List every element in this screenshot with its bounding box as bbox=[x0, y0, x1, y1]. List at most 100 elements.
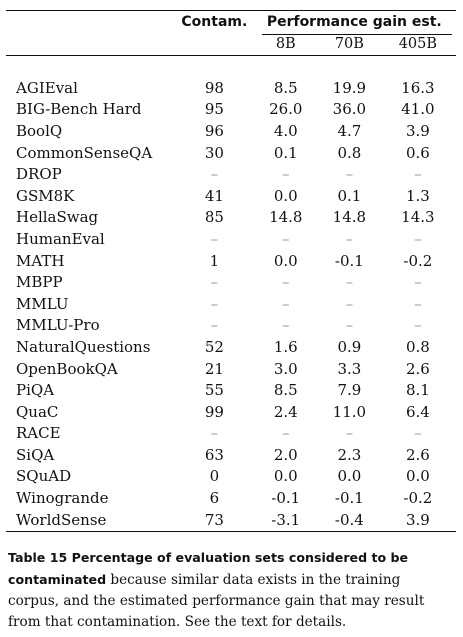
row-contam: – bbox=[210, 229, 219, 248]
table-row: MATH 1 0.0 -0.1 -0.2 bbox=[6, 251, 456, 273]
row-gain-70b: – bbox=[345, 165, 354, 184]
row-gain-8b: 0.0 bbox=[273, 251, 298, 270]
row-contam: 30 bbox=[204, 143, 224, 162]
row-name: AGIEval bbox=[16, 78, 78, 97]
row-contam: 55 bbox=[204, 381, 224, 400]
contamination-table: Contam. Performance gain est. 8B 70B 405… bbox=[6, 12, 456, 533]
row-gain-405b: 16.3 bbox=[401, 78, 435, 97]
row-gain-405b: 0.8 bbox=[405, 337, 430, 356]
table-spacer bbox=[6, 56, 456, 78]
caption-text: because similar data exists in the train… bbox=[8, 572, 425, 630]
row-gain-70b: 19.9 bbox=[332, 78, 367, 97]
row-gain-70b: 36.0 bbox=[332, 100, 367, 119]
table-row: GSM8K 41 0.0 0.1 1.3 bbox=[6, 186, 456, 208]
row-name: SQuAD bbox=[16, 467, 72, 486]
row-gain-405b: 0.0 bbox=[405, 467, 430, 486]
row-gain-8b: – bbox=[282, 316, 290, 335]
row-name: MATH bbox=[16, 251, 65, 270]
row-gain-8b: – bbox=[282, 165, 290, 184]
row-gain-8b: 3.0 bbox=[273, 359, 298, 378]
row-contam: 41 bbox=[204, 186, 224, 205]
row-name: PiQA bbox=[16, 381, 55, 400]
row-gain-70b: 3.3 bbox=[337, 359, 362, 378]
row-gain-405b: 2.6 bbox=[405, 359, 430, 378]
header-performance-gain: Performance gain est. bbox=[266, 14, 442, 30]
row-contam: 85 bbox=[204, 208, 224, 227]
table-row: QuaC 99 2.4 11.0 6.4 bbox=[6, 402, 456, 424]
row-name: WorldSense bbox=[6, 509, 177, 533]
row-gain-405b: – bbox=[414, 316, 422, 335]
row-gain-8b: 1.6 bbox=[273, 337, 298, 356]
header-405b: 405B bbox=[379, 33, 456, 57]
row-gain-8b: 8.5 bbox=[273, 381, 298, 400]
table-row: Winogrande 6 -0.1 -0.1 -0.2 bbox=[6, 488, 456, 510]
row-gain-70b: -0.1 bbox=[334, 489, 364, 508]
row-contam: 52 bbox=[204, 337, 224, 356]
row-gain-8b: 0.1 bbox=[273, 143, 298, 162]
row-name: Winogrande bbox=[16, 489, 109, 508]
row-contam: – bbox=[210, 316, 219, 335]
row-gain-70b: 7.9 bbox=[337, 381, 362, 400]
row-gain-8b: -3.1 bbox=[252, 509, 319, 533]
caption-lead: Table 15 Percentage of evaluation sets c… bbox=[8, 550, 409, 587]
row-gain-70b: – bbox=[345, 229, 354, 248]
row-gain-405b: -0.2 bbox=[403, 489, 433, 508]
row-contam: 99 bbox=[204, 402, 224, 421]
row-gain-405b: – bbox=[414, 229, 422, 248]
table-row: MMLU-Pro – – – – bbox=[6, 315, 456, 337]
table-top-rule bbox=[6, 10, 456, 12]
row-contam: 96 bbox=[204, 121, 224, 140]
row-gain-405b: 3.9 bbox=[405, 121, 430, 140]
row-gain-70b: – bbox=[345, 273, 354, 292]
row-gain-405b: 8.1 bbox=[405, 381, 430, 400]
table-row: BIG-Bench Hard 95 26.0 36.0 41.0 bbox=[6, 99, 456, 121]
row-gain-70b: -0.1 bbox=[334, 251, 364, 270]
row-contam: 98 bbox=[204, 78, 224, 97]
header-contam: Contam. bbox=[181, 14, 248, 30]
table-row: SQuAD 0 0.0 0.0 0.0 bbox=[6, 466, 456, 488]
row-name: BIG-Bench Hard bbox=[16, 100, 142, 119]
row-gain-70b: – bbox=[345, 424, 354, 443]
header-8b: 8B bbox=[252, 33, 319, 57]
row-gain-70b: 11.0 bbox=[332, 402, 367, 421]
row-contam: 0 bbox=[209, 467, 220, 486]
row-gain-8b: – bbox=[282, 294, 290, 313]
row-name: BoolQ bbox=[16, 121, 63, 140]
table-subheader-row: 8B 70B 405B bbox=[6, 33, 456, 57]
row-gain-70b: – bbox=[345, 316, 354, 335]
row-gain-70b: 0.8 bbox=[337, 143, 362, 162]
table-row: MBPP – – – – bbox=[6, 272, 456, 294]
row-gain-405b: 2.6 bbox=[405, 445, 430, 464]
row-name: GSM8K bbox=[16, 186, 75, 205]
row-gain-8b: 2.0 bbox=[273, 445, 298, 464]
row-gain-405b: 41.0 bbox=[401, 100, 435, 119]
header-blank bbox=[6, 12, 176, 34]
row-contam: 1 bbox=[209, 251, 220, 270]
row-name: QuaC bbox=[16, 402, 59, 421]
row-gain-8b: 2.4 bbox=[273, 402, 298, 421]
row-name: NaturalQuestions bbox=[16, 337, 151, 356]
row-name: HumanEval bbox=[16, 229, 105, 248]
row-gain-8b: – bbox=[282, 424, 290, 443]
table-row: CommonSenseQA 30 0.1 0.8 0.6 bbox=[6, 143, 456, 165]
row-gain-70b: – bbox=[345, 294, 354, 313]
row-gain-8b: – bbox=[282, 229, 290, 248]
table-row: SiQA 63 2.0 2.3 2.6 bbox=[6, 445, 456, 467]
row-name: CommonSenseQA bbox=[16, 143, 153, 162]
row-name: MBPP bbox=[16, 273, 63, 292]
table-row: AGIEval 98 8.5 19.9 16.3 bbox=[6, 78, 456, 100]
row-name: OpenBookQA bbox=[16, 359, 118, 378]
row-gain-70b: -0.4 bbox=[319, 509, 380, 533]
row-contam: 63 bbox=[204, 445, 224, 464]
table-row: NaturalQuestions 52 1.6 0.9 0.8 bbox=[6, 337, 456, 359]
row-gain-8b: -0.1 bbox=[271, 489, 301, 508]
row-name: MMLU bbox=[16, 294, 69, 313]
row-gain-8b: 8.5 bbox=[273, 78, 298, 97]
row-name: SiQA bbox=[16, 445, 55, 464]
table-row: HumanEval – – – – bbox=[6, 229, 456, 251]
table-row: OpenBookQA 21 3.0 3.3 2.6 bbox=[6, 359, 456, 381]
table-row: HellaSwag 85 14.8 14.8 14.3 bbox=[6, 207, 456, 229]
row-contam: – bbox=[210, 273, 219, 292]
row-gain-70b: 0.1 bbox=[337, 186, 362, 205]
row-gain-405b: – bbox=[414, 165, 422, 184]
